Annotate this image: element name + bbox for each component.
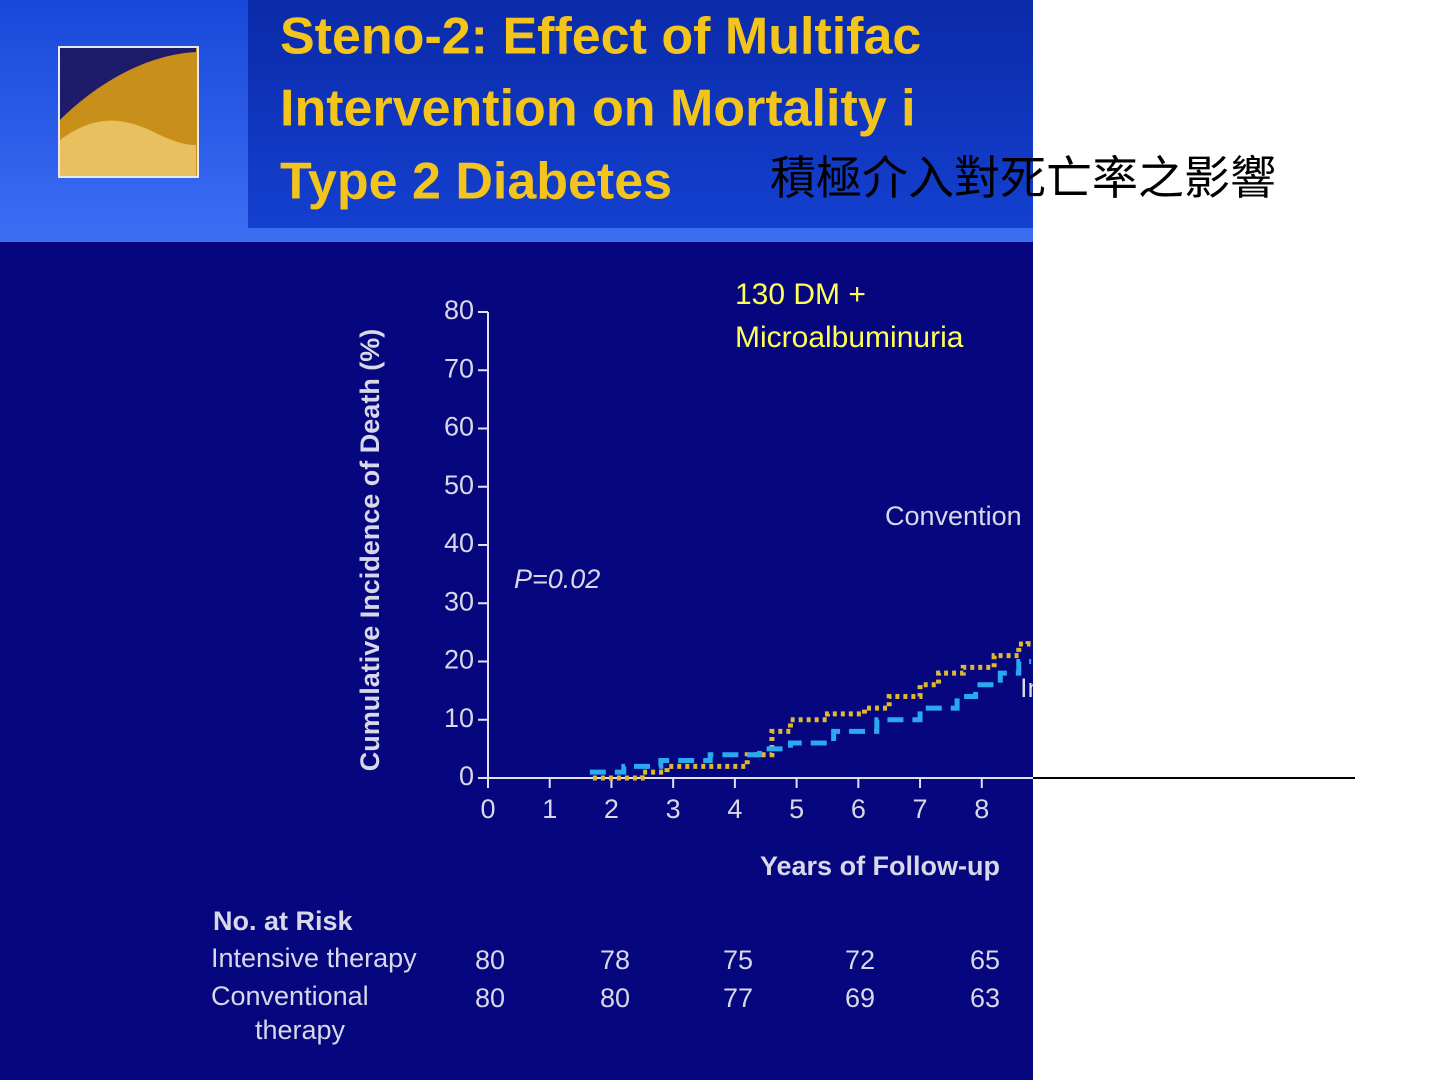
cell: 63 (970, 983, 1000, 1013)
x-tick-label: 7 (913, 794, 928, 824)
annotation: P=0.02 (514, 564, 600, 594)
y-tick-label: 10 (444, 703, 474, 733)
cell: 80 (475, 983, 505, 1013)
title-line: Steno-2: Effect of Multifac (280, 8, 921, 66)
x-tick-label: 5 (789, 794, 804, 824)
logo-shape (60, 48, 196, 120)
header-stripe (0, 228, 1033, 242)
cell: 78 (600, 945, 630, 975)
row-label: Conventional (211, 981, 369, 1011)
series-label: Convention (885, 501, 1022, 531)
x-tick-label: 8 (974, 794, 989, 824)
blank-area (1033, 0, 1440, 1080)
cell: 77 (723, 983, 753, 1013)
row-label: Intensive therapy (211, 943, 417, 973)
x-tick-label: 1 (542, 794, 557, 824)
x-tick-label: 3 (666, 794, 681, 824)
series-line (589, 659, 1032, 775)
y-tick-label: 80 (444, 295, 474, 325)
x-axis-label: Years of Follow-up (760, 851, 1000, 881)
x-tick-label: 0 (480, 794, 495, 824)
y-tick-label: 70 (444, 353, 474, 383)
cell: 80 (600, 983, 630, 1013)
row-label: therapy (255, 1015, 346, 1045)
x-tick-label: 4 (727, 794, 742, 824)
x-tick-label: 2 (604, 794, 619, 824)
cell: 80 (475, 945, 505, 975)
note: 130 DM + (735, 278, 866, 311)
y-tick-label: 50 (444, 470, 474, 500)
y-tick-label: 30 (444, 586, 474, 616)
subtitle: 積極介入對死亡率之影響 (770, 151, 1276, 205)
y-tick-label: 20 (444, 645, 474, 675)
y-tick-label: 60 (444, 412, 474, 442)
y-tick-label: 40 (444, 528, 474, 558)
cell: 72 (845, 945, 875, 975)
y-axis-label: Cumulative Incidence of Death (%) (355, 329, 385, 772)
note: Microalbuminuria (735, 321, 964, 354)
cell: 65 (970, 945, 1000, 975)
series-line (592, 638, 1031, 781)
title-line: Type 2 Diabetes (280, 153, 672, 211)
logo-shape (60, 120, 196, 176)
cell: 75 (723, 945, 753, 975)
cell: 69 (845, 983, 875, 1013)
table-title: No. at Risk (213, 906, 354, 936)
y-tick-label: 0 (459, 761, 474, 791)
x-tick-label: 6 (851, 794, 866, 824)
title-line: Intervention on Mortality i (280, 80, 916, 138)
